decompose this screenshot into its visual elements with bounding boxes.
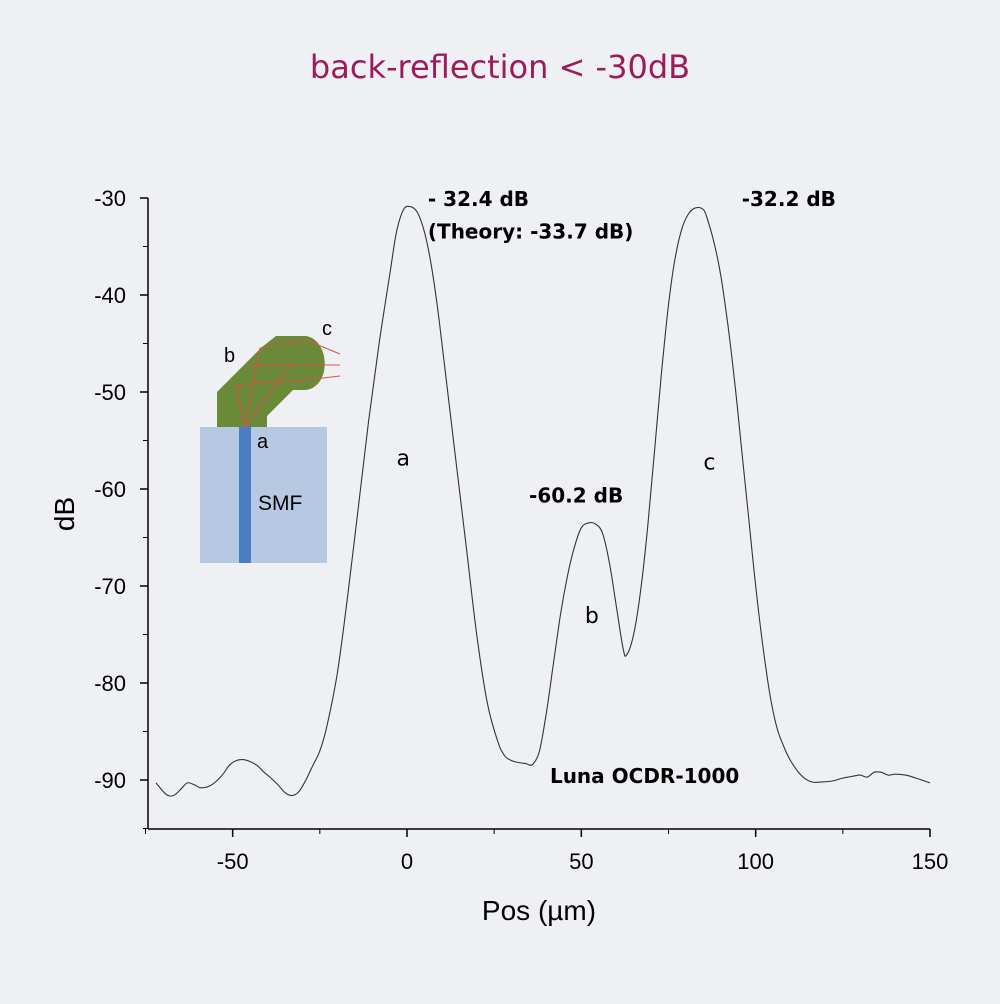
y-tick-label: -80: [94, 671, 126, 696]
x-tick-label: 50: [569, 849, 593, 874]
annotation-label: c: [703, 451, 715, 476]
y-tick-label: -50: [94, 380, 126, 405]
y-axis-label: dB: [49, 497, 80, 531]
x-axis-label: Pos (µm): [482, 895, 596, 926]
inset-label-smf: SMF: [258, 492, 302, 515]
x-tick-label: 0: [401, 849, 413, 874]
annotation-label: -60.2 dB: [529, 484, 623, 508]
annotation-label: - 32.4 dB: [428, 187, 529, 211]
annotation-label: Luna OCDR-1000: [550, 764, 739, 788]
ray-lines: [235, 339, 341, 428]
ray-line: [305, 375, 341, 381]
annotation-label: a: [397, 447, 410, 472]
x-tick-label: -50: [217, 849, 249, 874]
x-tick-label: 150: [912, 849, 949, 874]
ray-line: [259, 339, 307, 349]
inset-label-a: a: [257, 431, 269, 453]
annotations: - 32.4 dB (Theory: -33.7 dB) -32.2 dB -60.2…: [397, 187, 836, 788]
ray-line: [235, 384, 246, 428]
annotation-label: -32.2 dB: [742, 187, 836, 211]
lens-shape: [217, 336, 325, 427]
annotation-label: b: [585, 604, 599, 629]
ray-line: [244, 364, 291, 428]
y-tick-label: -30: [94, 186, 126, 211]
fiber-lens-inset: a b c SMF: [200, 318, 341, 563]
smf-cladding: [200, 427, 327, 563]
ray-line: [305, 339, 341, 355]
x-tick-label: 100: [737, 849, 774, 874]
plot-area: [155, 205, 931, 797]
inset-label-b: b: [224, 345, 235, 367]
y-tick-label: -40: [94, 283, 126, 308]
axes: -30 -40 -50 -60 -70 -80 -90 -50 0 50 100 150 Pos (µm…: [49, 186, 948, 926]
smf-core: [239, 427, 251, 563]
inset-label-c: c: [322, 318, 332, 340]
annotation-label: (Theory: -33.7 dB): [428, 220, 634, 244]
y-tick-label: -70: [94, 574, 126, 599]
y-tick-label: -60: [94, 477, 126, 502]
series-line: [155, 205, 931, 797]
ray-line: [244, 347, 261, 428]
y-tick-label: -90: [94, 768, 126, 793]
chart-title: back-reflection < -30dB: [309, 48, 691, 86]
ray-line: [235, 379, 307, 386]
